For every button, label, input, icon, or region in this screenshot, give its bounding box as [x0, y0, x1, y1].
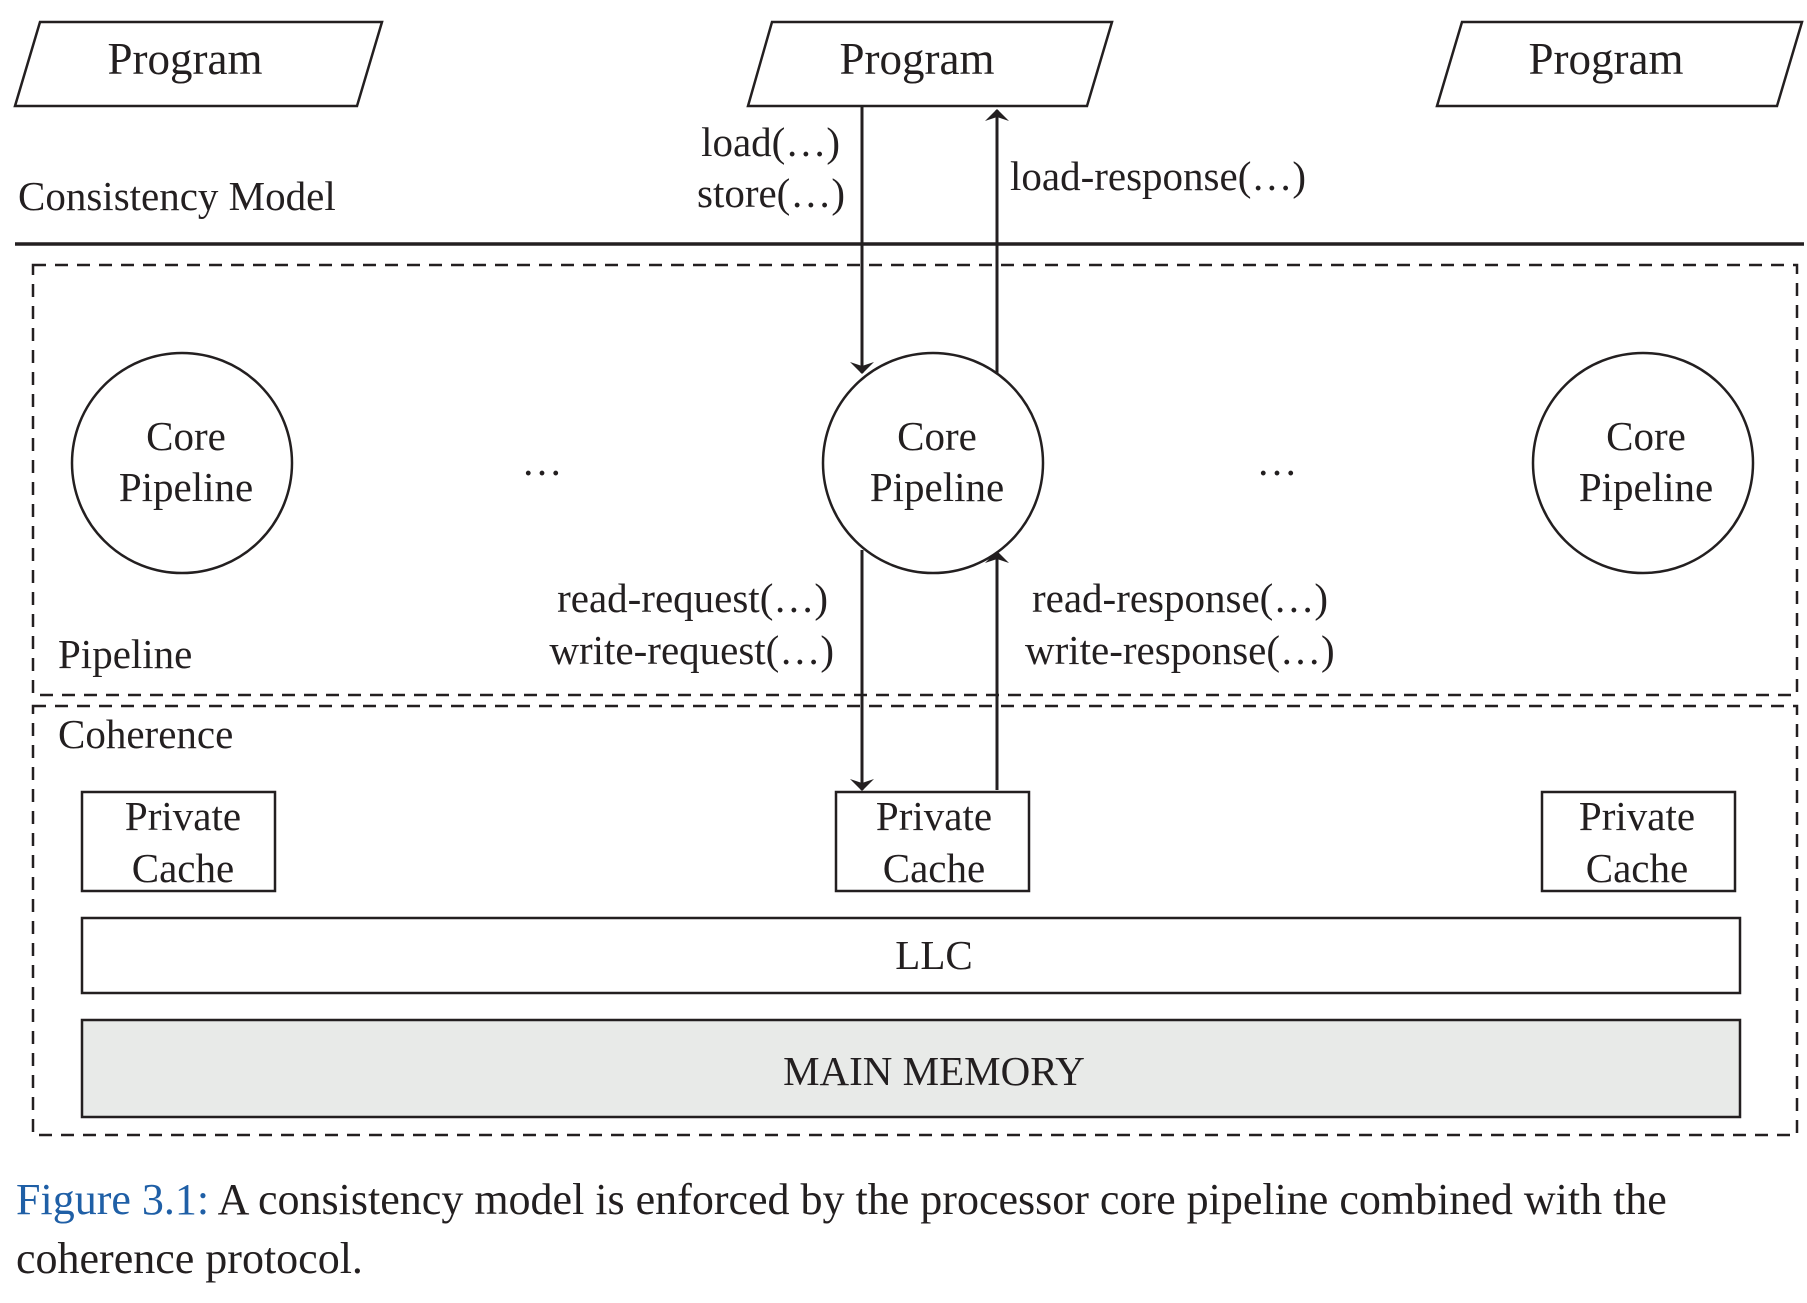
read-response-label: read-response(…) — [1032, 575, 1328, 621]
private-cache-center — [834, 790, 1031, 893]
pipeline-label: Pipeline — [58, 631, 192, 677]
core-right-line1: Core — [1606, 413, 1686, 459]
core-pipeline-right — [1531, 351, 1755, 575]
llc-label: LLC — [895, 932, 972, 978]
read-request-label: read-request(…) — [557, 575, 828, 621]
write-request-label: write-request(…) — [549, 627, 834, 673]
figure-caption: Figure 3.1: A consistency model is enfor… — [16, 1170, 1796, 1288]
load-request-label: load(…) — [701, 119, 840, 165]
core-pipeline-left — [70, 351, 294, 575]
cache-left-line2: Cache — [132, 845, 234, 891]
ellipsis-left: … — [522, 438, 563, 484]
program-center-shape — [746, 20, 1114, 108]
program-right-label: Program — [1529, 34, 1684, 84]
cache-right-line1: Private — [1579, 793, 1695, 839]
private-cache-left — [80, 790, 277, 893]
main-memory-box — [80, 1018, 1742, 1119]
write-response-label: write-response(…) — [1025, 627, 1335, 673]
core-right-line2: Pipeline — [1579, 464, 1713, 510]
program-right-shape — [1435, 20, 1804, 108]
pipeline-region — [31, 263, 1799, 697]
cache-center-line1: Private — [876, 793, 992, 839]
cache-left-line1: Private — [125, 793, 241, 839]
program-center-label: Program — [840, 34, 995, 84]
coherence-label: Coherence — [58, 711, 233, 757]
caption-text: A consistency model is enforced by the p… — [16, 1175, 1667, 1283]
ellipsis-right: … — [1257, 438, 1298, 484]
llc-box — [80, 916, 1742, 995]
consistency-model-label: Consistency Model — [18, 173, 336, 219]
private-cache-right — [1540, 790, 1737, 893]
program-left-shape — [13, 20, 384, 108]
core-pipeline-center — [821, 351, 1045, 575]
coherence-region — [31, 704, 1799, 1137]
core-center-line1: Core — [897, 413, 977, 459]
core-left-line2: Pipeline — [119, 464, 253, 510]
load-response-label: load-response(…) — [1010, 153, 1306, 199]
figure-number: Figure 3.1: — [16, 1175, 210, 1224]
program-left-label: Program — [108, 34, 263, 84]
store-request-label: store(…) — [697, 170, 845, 216]
cache-right-line2: Cache — [1586, 845, 1688, 891]
main-memory-label: MAIN MEMORY — [783, 1048, 1085, 1094]
core-left-line1: Core — [146, 413, 226, 459]
core-center-line2: Pipeline — [870, 464, 1004, 510]
cache-center-line2: Cache — [883, 845, 985, 891]
